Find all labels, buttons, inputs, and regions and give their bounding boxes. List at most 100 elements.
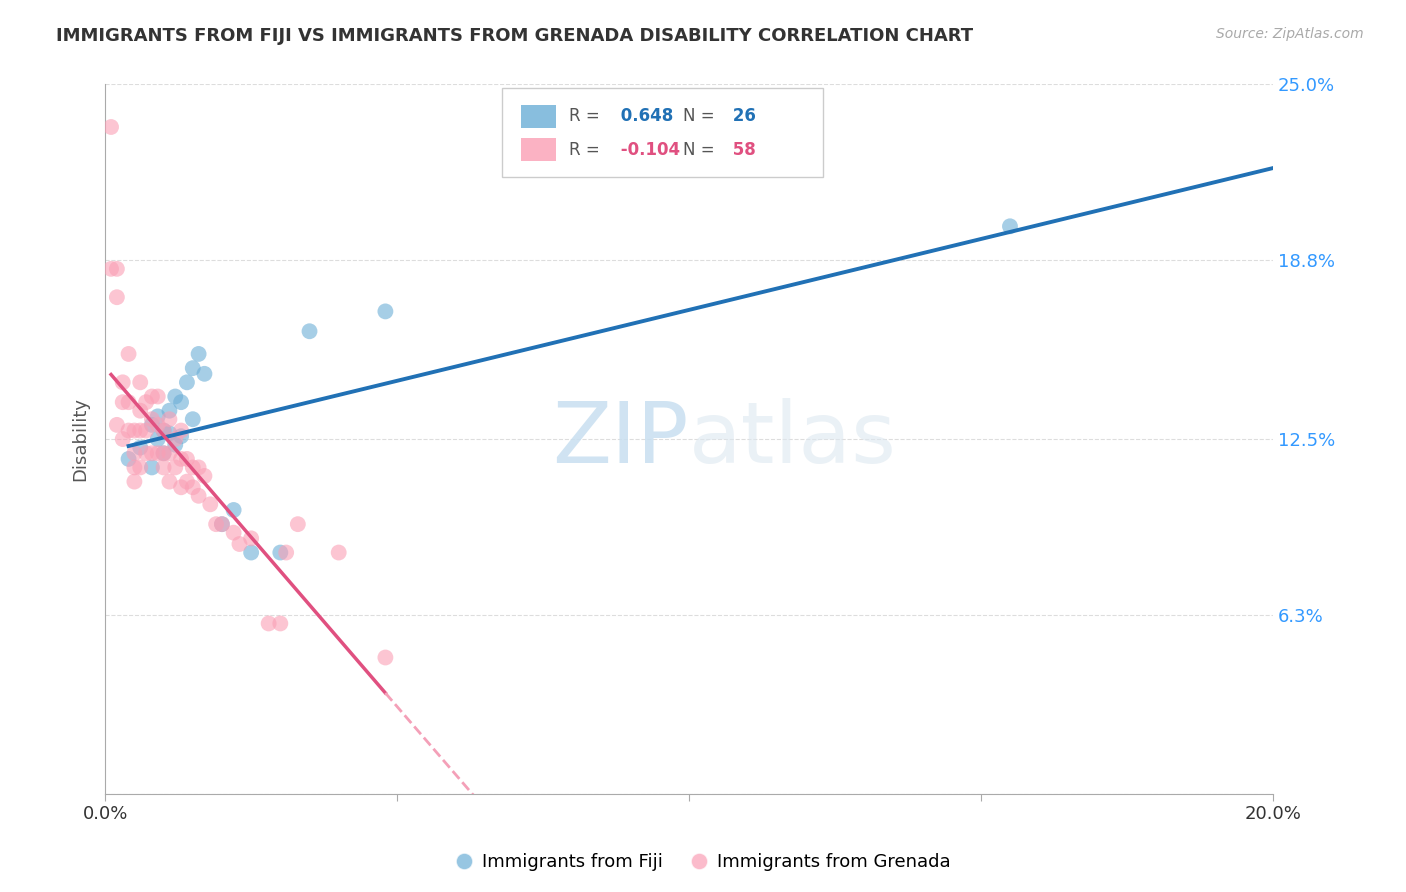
Point <box>240 532 263 546</box>
Point <box>135 424 157 438</box>
Point <box>124 424 146 438</box>
Point <box>100 120 122 134</box>
Point <box>146 390 169 404</box>
Text: R =: R = <box>568 107 599 126</box>
Point <box>205 517 228 532</box>
Point <box>105 290 128 304</box>
Point <box>105 261 128 276</box>
Point <box>157 446 180 460</box>
Point <box>187 347 209 361</box>
Point <box>170 395 193 409</box>
Point <box>152 446 174 460</box>
Point <box>129 403 152 417</box>
Point <box>374 304 396 318</box>
Point <box>146 417 169 432</box>
Text: atlas: atlas <box>689 398 897 481</box>
Point <box>222 503 245 517</box>
Text: 0.648: 0.648 <box>616 107 673 126</box>
Point <box>165 432 187 446</box>
Point <box>157 475 180 489</box>
Legend: Immigrants from Fiji, Immigrants from Grenada: Immigrants from Fiji, Immigrants from Gr… <box>449 847 957 879</box>
Point <box>135 395 157 409</box>
Point <box>111 376 134 390</box>
Point <box>328 545 350 559</box>
Point <box>193 469 215 483</box>
Point <box>228 537 250 551</box>
Point <box>257 616 280 631</box>
Point <box>117 395 139 409</box>
Text: 26: 26 <box>727 107 756 126</box>
Point <box>176 376 198 390</box>
FancyBboxPatch shape <box>520 138 555 161</box>
Point <box>117 424 139 438</box>
Point <box>222 525 245 540</box>
Point <box>200 497 222 511</box>
Point <box>187 460 209 475</box>
Point <box>181 361 204 376</box>
Point <box>181 412 204 426</box>
Point <box>117 451 139 466</box>
Point <box>100 261 122 276</box>
Point <box>998 219 1021 234</box>
Point <box>170 424 193 438</box>
Text: R =: R = <box>568 141 599 159</box>
Point <box>157 403 180 417</box>
Point <box>269 545 291 559</box>
Point <box>187 489 209 503</box>
Point <box>135 446 157 460</box>
Point <box>269 616 291 631</box>
Point <box>129 460 152 475</box>
Point <box>165 460 187 475</box>
Point <box>176 475 198 489</box>
Point <box>129 376 152 390</box>
Text: Source: ZipAtlas.com: Source: ZipAtlas.com <box>1216 27 1364 41</box>
Text: N =: N = <box>683 107 714 126</box>
Text: 58: 58 <box>727 141 756 159</box>
Point <box>157 412 180 426</box>
Point <box>165 390 187 404</box>
Point <box>141 446 163 460</box>
Point <box>211 517 233 532</box>
Point <box>152 424 174 438</box>
Point <box>181 460 204 475</box>
FancyBboxPatch shape <box>502 88 823 177</box>
Point <box>105 417 128 432</box>
Point <box>124 460 146 475</box>
Point <box>111 432 134 446</box>
Point <box>157 426 180 441</box>
Point <box>170 480 193 494</box>
Point <box>117 347 139 361</box>
Point <box>141 417 163 432</box>
Point <box>193 367 215 381</box>
Point <box>287 517 309 532</box>
Point <box>111 395 134 409</box>
Y-axis label: Disability: Disability <box>72 397 89 481</box>
Point <box>152 460 174 475</box>
Point <box>170 451 193 466</box>
Text: N =: N = <box>683 141 714 159</box>
Text: IMMIGRANTS FROM FIJI VS IMMIGRANTS FROM GRENADA DISABILITY CORRELATION CHART: IMMIGRANTS FROM FIJI VS IMMIGRANTS FROM … <box>56 27 973 45</box>
Point <box>141 460 163 475</box>
Point <box>141 390 163 404</box>
Text: ZIP: ZIP <box>553 398 689 481</box>
Point <box>141 412 163 426</box>
Point <box>176 451 198 466</box>
Point <box>170 429 193 443</box>
Point <box>211 517 233 532</box>
Point <box>276 545 298 559</box>
Point <box>298 324 321 338</box>
Point <box>129 441 152 455</box>
FancyBboxPatch shape <box>520 105 555 128</box>
Point <box>124 475 146 489</box>
Point <box>146 446 169 460</box>
Point <box>146 409 169 424</box>
Point <box>152 424 174 438</box>
Point <box>124 446 146 460</box>
Point <box>165 438 187 452</box>
Point <box>374 650 396 665</box>
Point <box>152 446 174 460</box>
Point <box>146 432 169 446</box>
Point <box>240 545 263 559</box>
Point <box>181 480 204 494</box>
Text: -0.104: -0.104 <box>616 141 681 159</box>
